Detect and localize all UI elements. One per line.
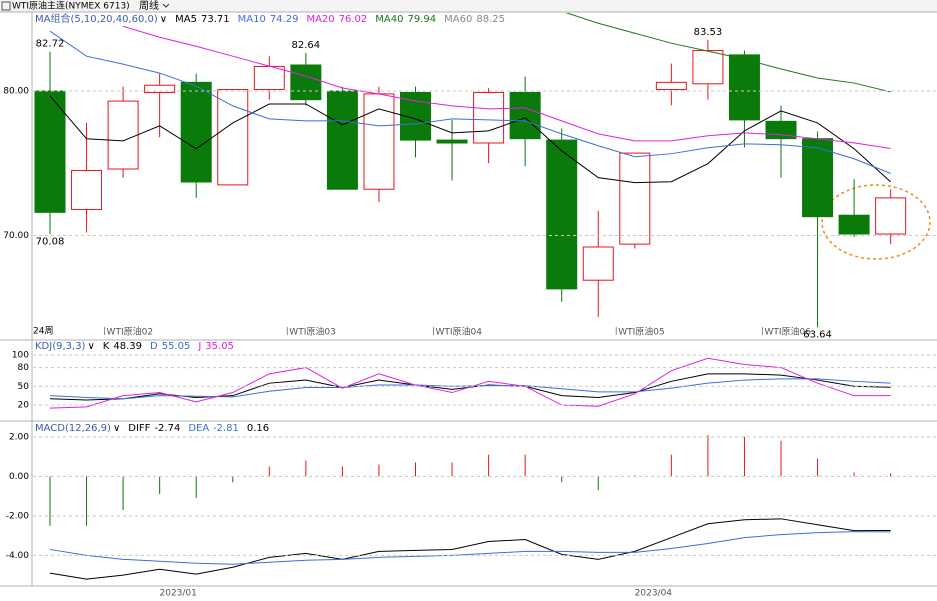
legend-value: 73.71 — [201, 14, 230, 25]
candle-body — [802, 138, 834, 218]
candle-body — [217, 89, 249, 186]
symbol-icon — [1, 1, 11, 11]
indicator-line — [49, 30, 891, 174]
low-label: 70.08 — [36, 236, 65, 247]
legend-name: MA40 — [375, 14, 403, 25]
plot-area — [34, 13, 907, 328]
y-tick-label: -2.00 — [6, 511, 30, 521]
contract-label: WTI原油05 — [618, 326, 665, 338]
highlight-circle — [821, 184, 931, 260]
indicator-line — [122, 25, 891, 149]
contract-label: WTI原油06 — [764, 326, 811, 338]
y-tick-label: -4.00 — [6, 551, 30, 561]
indicator-line — [49, 95, 891, 184]
symbol[interactable]: WTI原油主连(NYMEX 6713) — [12, 0, 130, 12]
candle-body — [619, 152, 651, 245]
candle-body — [180, 81, 212, 183]
contract-label: WTI原油04 — [436, 326, 483, 338]
legend-value: -2.81 — [213, 423, 239, 434]
panel-title: MACD(12,26,9) — [35, 423, 111, 434]
x-tick-label: 2023/01 — [160, 589, 197, 599]
period-label: 24周 — [33, 326, 53, 337]
y-tick-label: 70.00 — [3, 231, 29, 241]
candle-body — [473, 91, 505, 144]
plot-area — [49, 357, 891, 409]
high-label: 82.64 — [292, 40, 321, 51]
legend-value: 74.29 — [270, 14, 299, 25]
indicator-line — [49, 357, 891, 409]
contract-label: WTI原油02 — [107, 326, 154, 338]
candle-body — [692, 50, 724, 85]
indicator-line — [49, 518, 891, 580]
header-bar — [0, 0, 937, 12]
legend-name: MA5 — [175, 14, 197, 25]
candle-body — [436, 139, 468, 144]
panel-title: MA组合(5,10,20,40,60,0) — [35, 12, 158, 25]
candle-body — [34, 90, 66, 213]
candle-body — [253, 65, 285, 91]
legend-name: MA20 — [306, 14, 334, 25]
y-tick-label: 2.00 — [9, 432, 29, 442]
plot-area — [49, 434, 892, 580]
candle-body — [290, 64, 322, 101]
legend-value: 48.39 — [113, 341, 142, 352]
legend-value: 35.05 — [205, 341, 234, 352]
candle-body — [509, 91, 541, 140]
indicator-line — [49, 378, 891, 400]
legend-name: MA60 — [444, 14, 472, 25]
legend-value: 76.02 — [339, 14, 368, 25]
candle-body — [875, 197, 907, 235]
legend-name: D — [150, 341, 158, 352]
candle-body — [144, 84, 176, 93]
legend-value: 0.16 — [247, 423, 269, 434]
legend-value: 55.05 — [162, 341, 191, 352]
candle-body — [71, 169, 103, 210]
period-select[interactable]: 周线 — [139, 0, 159, 12]
legend-name: K — [103, 341, 110, 352]
candle-body — [838, 214, 870, 235]
legend: KDJ(9,3,3) ∨ K 48.39 D 55.05 J 35.05 — [35, 341, 234, 352]
candle-body — [326, 90, 358, 190]
low-label: 63.64 — [803, 329, 832, 340]
candle-body — [107, 100, 139, 170]
candle-body — [546, 139, 578, 290]
candle-body — [728, 54, 760, 121]
legend-name: MA10 — [238, 14, 266, 25]
legend: MACD(12,26,9) ∨ DIFF -2.74 DEA -2.81 0.16 — [35, 423, 269, 434]
legend-value: 79.94 — [408, 14, 437, 25]
indicator-line — [565, 13, 891, 93]
candle-body — [655, 81, 687, 91]
high-label: 82.72 — [36, 39, 65, 50]
indicator-line — [49, 531, 891, 565]
candle-body — [582, 246, 614, 281]
panel-title: KDJ(9,3,3) — [35, 341, 86, 352]
y-tick-label: 20 — [18, 401, 30, 411]
legend: MA组合(5,10,20,40,60,0) ∨ MA5 73.71 MA10 74.29 M… — [35, 12, 505, 25]
high-label: 83.53 — [694, 27, 723, 38]
legend-name: J — [197, 341, 201, 352]
dropdown-arrow[interactable] — [162, 3, 170, 8]
legend-value: -2.74 — [154, 423, 180, 434]
y-tick-label: 80.00 — [3, 87, 29, 97]
y-tick-label: 50 — [18, 382, 30, 392]
legend-name: DEA — [188, 423, 209, 434]
y-tick-label: 0.00 — [9, 472, 29, 482]
x-tick-label: 2023/04 — [635, 589, 673, 599]
contract-label: WTI原油03 — [289, 326, 336, 338]
legend-arrow[interactable]: ∨ — [87, 341, 94, 352]
legend-arrow[interactable]: ∨ — [160, 14, 167, 25]
y-tick-label: 80 — [18, 363, 30, 373]
legend-name: DIFF — [128, 423, 150, 434]
legend-arrow[interactable]: ∨ — [113, 423, 120, 434]
candle-body — [363, 93, 395, 190]
legend-value: 88.25 — [476, 14, 505, 25]
y-tick-label: 100 — [12, 351, 29, 361]
